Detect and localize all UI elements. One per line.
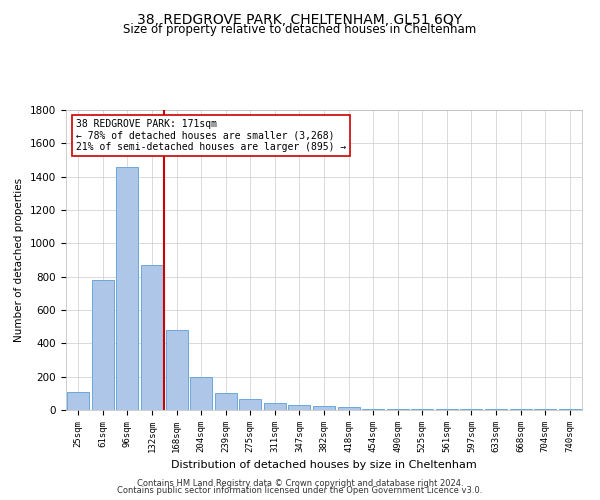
Bar <box>166 330 188 410</box>
Y-axis label: Number of detached properties: Number of detached properties <box>14 178 25 342</box>
X-axis label: Distribution of detached houses by size in Cheltenham: Distribution of detached houses by size … <box>171 460 477 470</box>
Bar <box>509 409 532 410</box>
Bar <box>460 409 482 410</box>
Bar <box>264 402 286 410</box>
Bar <box>485 409 507 410</box>
Text: Size of property relative to detached houses in Cheltenham: Size of property relative to detached ho… <box>124 24 476 36</box>
Bar <box>362 409 384 410</box>
Bar <box>239 399 262 410</box>
Bar <box>289 405 310 410</box>
Bar <box>190 376 212 410</box>
Text: 38 REDGROVE PARK: 171sqm
← 78% of detached houses are smaller (3,268)
21% of sem: 38 REDGROVE PARK: 171sqm ← 78% of detach… <box>76 119 347 152</box>
Bar <box>67 392 89 410</box>
Bar <box>534 409 556 410</box>
Bar <box>141 265 163 410</box>
Bar <box>92 280 114 410</box>
Bar <box>559 409 581 410</box>
Bar <box>338 406 359 410</box>
Bar <box>116 166 139 410</box>
Bar <box>411 409 433 410</box>
Bar <box>313 406 335 410</box>
Text: Contains public sector information licensed under the Open Government Licence v3: Contains public sector information licen… <box>118 486 482 495</box>
Bar <box>215 394 237 410</box>
Bar <box>386 409 409 410</box>
Text: 38, REDGROVE PARK, CHELTENHAM, GL51 6QY: 38, REDGROVE PARK, CHELTENHAM, GL51 6QY <box>137 12 463 26</box>
Bar <box>436 409 458 410</box>
Text: Contains HM Land Registry data © Crown copyright and database right 2024.: Contains HM Land Registry data © Crown c… <box>137 478 463 488</box>
